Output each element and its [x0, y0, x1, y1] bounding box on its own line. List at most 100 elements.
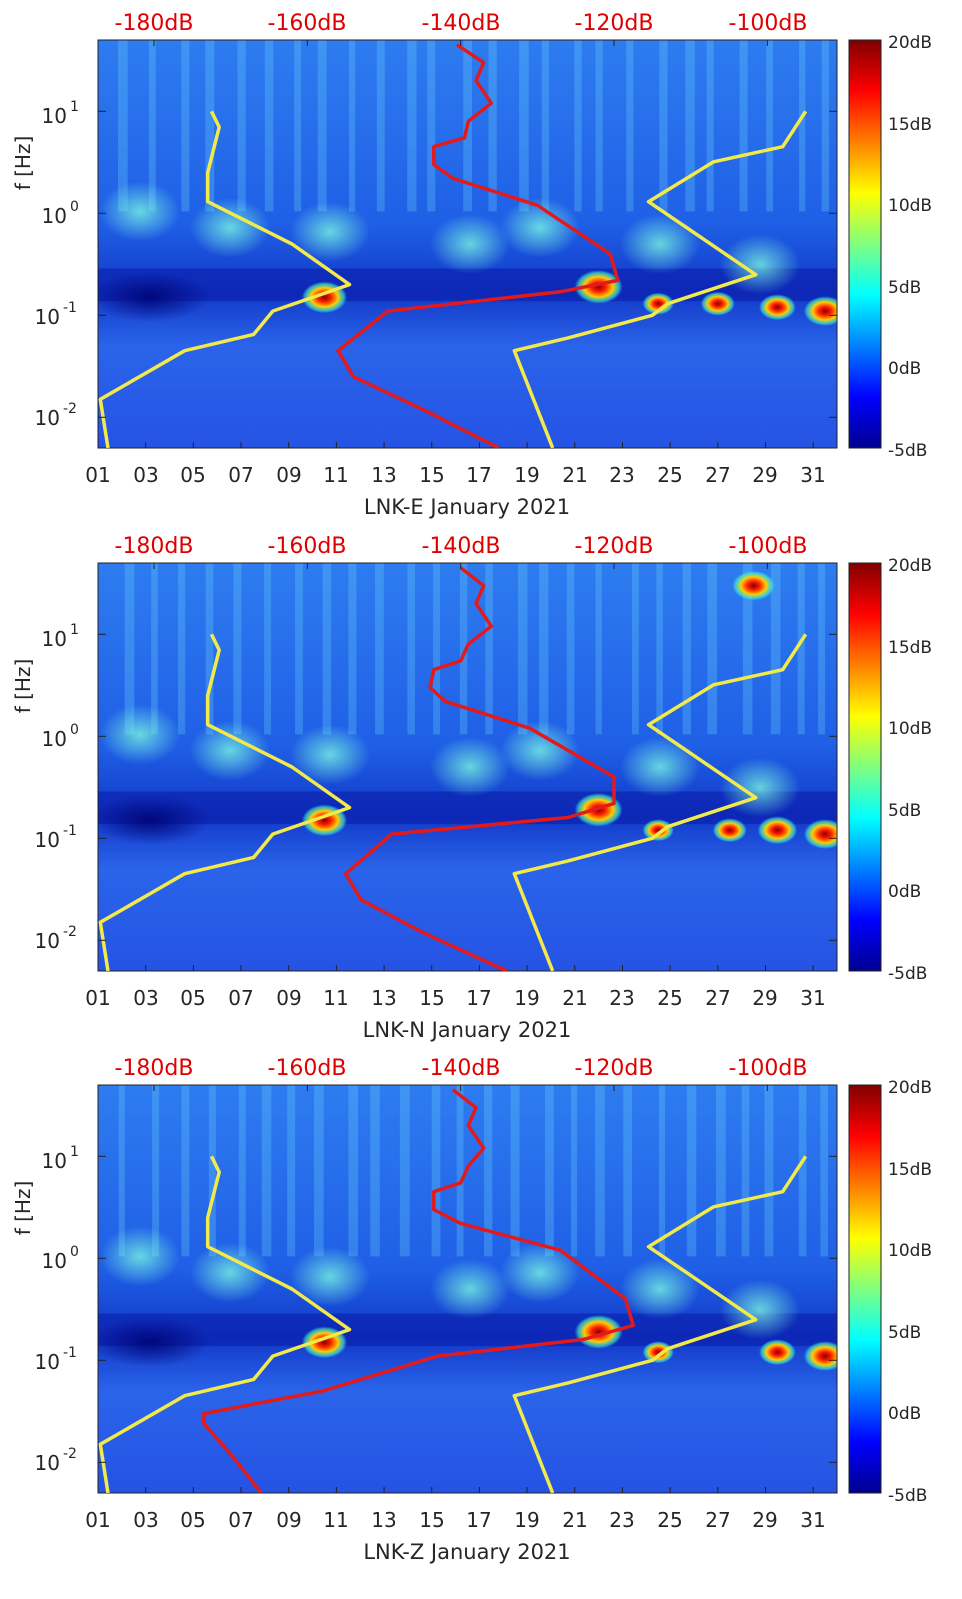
spectral-streak: [152, 1085, 160, 1257]
energy-glow: [100, 1226, 180, 1287]
spectral-streak: [295, 563, 303, 735]
energy-glow: [620, 214, 700, 274]
colorbar-label: 0dB: [888, 882, 921, 902]
energy-glow: [620, 737, 700, 797]
spectral-streak: [456, 1085, 464, 1257]
x-tick-labels: 01 03 05 07 09 11 13 15 17 19 21 23 25 2…: [85, 986, 825, 1010]
spectral-streak: [433, 563, 441, 735]
x-axis-label: LNK-Z January 2021: [363, 1540, 570, 1564]
y-tick-label: 10: [42, 727, 67, 751]
top-tick-label: -100dB: [729, 11, 808, 36]
spectral-streak: [519, 40, 529, 212]
spectral-streak: [407, 563, 415, 735]
hot-spot: [642, 819, 674, 842]
y-tick-label: 10: [42, 1149, 67, 1173]
hot-spot: [803, 296, 837, 326]
spectral-streak: [205, 563, 214, 735]
spectral-streak: [685, 40, 695, 212]
spectral-streak: [375, 563, 384, 735]
colorbar-label: -5dB: [888, 1486, 927, 1506]
colorbar-label: 10dB: [888, 719, 932, 739]
y-axis-label: f [Hz]: [11, 136, 35, 191]
spectral-streak: [151, 563, 158, 735]
spectral-streak: [658, 1085, 666, 1257]
colorbar-label: -5dB: [888, 964, 927, 984]
y-tick-label: 10: [35, 929, 60, 953]
x-tick-label: 13: [371, 463, 396, 487]
top-tick-label: -180dB: [115, 11, 194, 36]
spectral-streak: [233, 563, 242, 735]
colorbar-label: 0dB: [888, 1404, 921, 1424]
x-tick-label: 07: [228, 986, 253, 1010]
colorbar-label: 15dB: [888, 115, 932, 135]
hot-spot: [732, 570, 775, 601]
colorbar: 20dB 15dB 10dB 5dB 0dB -5dB: [848, 1078, 932, 1506]
colorbar: 20dB 15dB 10dB 5dB 0dB -5dB: [848, 33, 932, 461]
x-tick-label: 15: [419, 463, 444, 487]
top-tick-label: -160dB: [268, 1056, 347, 1081]
y-tick-label: 10: [42, 204, 67, 228]
top-tick-label: -160dB: [268, 11, 347, 36]
spectral-streak: [741, 1085, 750, 1257]
hot-spot: [700, 291, 735, 316]
panel-lnk-n: -180dB -160dB -140dB -120dB -100dB 01 03…: [11, 534, 932, 1042]
spectral-streak: [821, 40, 830, 212]
colorbar-label: 20dB: [888, 33, 932, 53]
x-tick-labels: 01 03 05 07 09 11 13 15 17 19 21 23 25 2…: [85, 1508, 825, 1532]
spectral-streak: [539, 563, 549, 735]
hot-spot: [642, 1341, 674, 1364]
spectral-streak: [798, 1085, 807, 1257]
x-axis-label: LNK-E January 2021: [364, 495, 570, 519]
yellow-reference-curve: [98, 1155, 352, 1493]
spectral-streak: [208, 1085, 216, 1257]
energy-glow: [720, 757, 800, 818]
spectral-streak: [631, 563, 639, 735]
spectral-streak: [595, 563, 602, 735]
colorbar-label: 10dB: [888, 196, 932, 216]
spectral-streak: [294, 40, 302, 212]
x-tick-label: 19: [514, 1508, 539, 1532]
y-tick-label: 10: [35, 1350, 60, 1374]
spectral-streak: [178, 563, 186, 735]
spectral-streak: [818, 563, 826, 735]
spectral-streak: [370, 1085, 380, 1257]
y-tick-label: 10: [35, 305, 60, 329]
top-tick-label: -120dB: [575, 534, 654, 559]
colorbar-gradient: [848, 1084, 882, 1494]
energy-glow: [720, 1279, 800, 1340]
panel-lnk-z: -180dB -160dB -140dB -120dB -100dB 01 03…: [11, 1056, 932, 1564]
energy-glow: [100, 704, 180, 765]
x-tick-label: 17: [466, 1508, 491, 1532]
energy-glow: [100, 181, 180, 242]
x-tick-label: 23: [609, 463, 634, 487]
red-level-curve: [336, 43, 620, 448]
y-tick-exponent: 1: [70, 99, 79, 115]
spectral-streak: [595, 1085, 605, 1257]
spectral-streak: [799, 40, 806, 212]
y-tick-label: 10: [42, 627, 67, 651]
spectral-streak: [541, 40, 550, 212]
spectral-streak: [124, 563, 135, 735]
spectral-streak: [348, 40, 356, 212]
x-tick-label: 03: [133, 1508, 158, 1532]
colorbar-label: 5dB: [888, 1323, 921, 1343]
hot-spot: [803, 1341, 837, 1371]
x-tick-label: 21: [562, 463, 587, 487]
colorbar-label: 5dB: [888, 801, 921, 821]
spectral-streak: [706, 40, 714, 212]
x-tick-label: 31: [800, 1508, 825, 1532]
y-tick-exponent: 1: [70, 622, 79, 638]
spectral-streak: [317, 40, 327, 212]
x-tick-label: 03: [133, 986, 158, 1010]
colorbar-label: -5dB: [888, 441, 927, 461]
energy-glow: [430, 214, 510, 274]
x-tick-label: 23: [609, 986, 634, 1010]
y-tick-exponent: -1: [63, 300, 77, 316]
spectral-streak: [570, 1085, 578, 1257]
top-tick-label: -120dB: [575, 11, 654, 36]
red-level-curve: [202, 1088, 635, 1493]
spectral-streak: [264, 40, 274, 212]
x-tick-label: 25: [657, 1508, 682, 1532]
x-tick-label: 01: [85, 1508, 110, 1532]
